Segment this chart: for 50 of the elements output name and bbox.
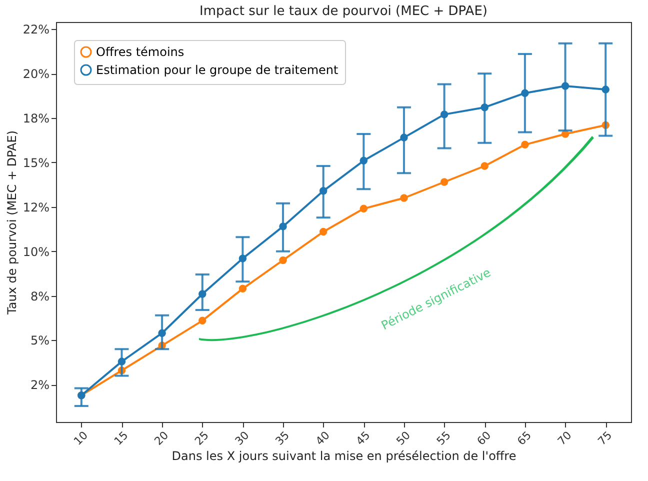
point bbox=[440, 110, 448, 118]
point bbox=[480, 103, 488, 112]
x-tick-label: 20 bbox=[152, 428, 172, 448]
y-tick-label: 22% bbox=[22, 22, 50, 37]
point bbox=[360, 156, 368, 165]
x-tick-label: 45 bbox=[354, 428, 373, 448]
chart-title: Impact sur le taux de pourvoi (MEC + DPAE) bbox=[200, 4, 488, 19]
point bbox=[440, 178, 448, 186]
point bbox=[279, 256, 287, 264]
point bbox=[319, 187, 328, 195]
x-tick-label: 60 bbox=[474, 428, 494, 448]
point bbox=[198, 290, 206, 298]
y-tick-label: 15% bbox=[22, 156, 50, 170]
x-tick-label: 55 bbox=[434, 428, 454, 448]
y-tick-label: 20% bbox=[22, 67, 50, 82]
x-tick-label: 65 bbox=[514, 428, 534, 448]
point bbox=[158, 329, 166, 337]
y-tick-label: 2% bbox=[30, 378, 50, 392]
x-tick-label: 70 bbox=[555, 428, 574, 448]
point bbox=[400, 134, 408, 142]
x-tick-label: 25 bbox=[192, 428, 212, 448]
point bbox=[360, 204, 368, 213]
x-tick-label: 40 bbox=[313, 428, 332, 448]
x-tick-label: 15 bbox=[112, 428, 131, 448]
point bbox=[238, 284, 247, 293]
x-tick-label: 35 bbox=[272, 428, 292, 448]
point bbox=[480, 162, 488, 170]
y-tick-label: 10% bbox=[22, 244, 50, 259]
point bbox=[561, 82, 570, 90]
y-tick-label: 8% bbox=[30, 289, 50, 304]
y-tick-label: 12% bbox=[22, 200, 50, 214]
x-tick-label: 50 bbox=[394, 428, 413, 448]
point bbox=[279, 222, 287, 230]
point bbox=[238, 254, 247, 262]
y-tick-label: 5% bbox=[30, 334, 50, 348]
point bbox=[319, 228, 328, 236]
y-axis-title: Taux de pourvoi (MEC + DPAE) bbox=[4, 130, 19, 316]
point bbox=[602, 86, 610, 94]
x-axis-title: Dans les X jours suivant la mise en présélection de l'offre bbox=[172, 449, 516, 464]
x-tick-label: 30 bbox=[232, 428, 252, 448]
point bbox=[118, 358, 126, 366]
x-tick-label: 10 bbox=[71, 428, 90, 448]
x-tick-label: 75 bbox=[595, 428, 615, 448]
y-tick-label: 18% bbox=[22, 112, 50, 126]
point bbox=[198, 316, 206, 325]
point bbox=[400, 194, 408, 202]
legend-label: Offres témoins bbox=[96, 45, 184, 59]
point bbox=[521, 140, 529, 149]
legend-label: Estimation pour le groupe de traitement bbox=[96, 63, 339, 77]
point bbox=[521, 89, 529, 97]
